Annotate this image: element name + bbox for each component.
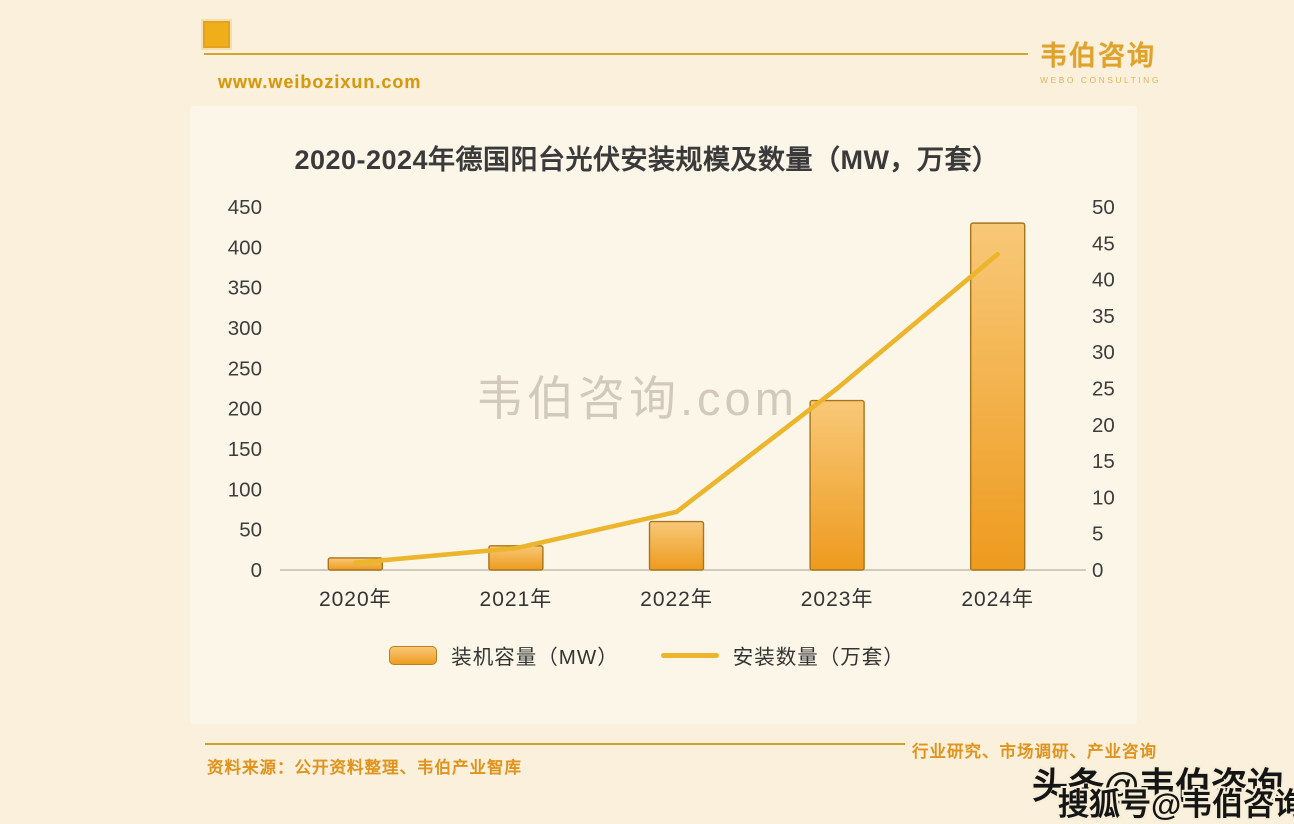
legend-line-label: 安装数量（万套） [732, 646, 905, 669]
website-url: www.weibozixun.com [218, 72, 422, 92]
left-axis-tick: 250 [228, 357, 262, 380]
right-axis-tick: 45 [1092, 232, 1115, 255]
left-axis-tick: 200 [228, 398, 262, 421]
x-axis-label: 2022年 [640, 588, 713, 611]
brand-logo-subtitle: WEBO CONSULTING [1040, 75, 1161, 85]
chart-title: 2020-2024年德国阳台光伏安装规模及数量（MW，万套） [294, 145, 1000, 175]
brand-logo: 韦伯咨询 WEBO CONSULTING [1040, 34, 1161, 85]
right-axis-tick: 5 [1092, 523, 1103, 546]
left-axis-tick: 350 [228, 277, 262, 300]
right-axis-tick: 15 [1092, 450, 1115, 473]
sohu-watermark: 搜狐号@韦伯咨询 [1058, 787, 1294, 822]
x-axis-label: 2020年 [319, 588, 392, 611]
right-axis-tick: 40 [1092, 269, 1115, 292]
right-axis-tick: 30 [1092, 341, 1115, 364]
brand-logo-name: 韦伯咨询 [1040, 41, 1156, 71]
bar-2022年 [648, 520, 705, 571]
x-axis-label: 2021年 [480, 588, 553, 611]
services-note: 行业研究、市场调研、产业咨询 [912, 743, 1157, 761]
toutiao-watermark: 头条@韦伯咨询 [1032, 765, 1284, 806]
left-axis-tick: 50 [239, 519, 262, 542]
right-axis-tick: 25 [1092, 378, 1115, 401]
source-note: 资料来源：公开资料整理、韦伯产业智库 [207, 759, 522, 777]
bar-2024年 [970, 222, 1026, 571]
legend-bar-label: 装机容量（MW） [451, 646, 619, 669]
x-axis-label: 2024年 [961, 588, 1034, 611]
header-divider [204, 53, 1028, 55]
legend-bar-swatch-icon [389, 645, 438, 665]
footer-divider [205, 743, 905, 745]
bar-2021年 [488, 545, 544, 571]
brand-square-icon [203, 21, 230, 48]
right-axis-tick: 35 [1092, 305, 1115, 328]
chart-legend: 装机容量（MW） 安装数量（万套） [0, 640, 1294, 670]
right-axis-tick: 0 [1092, 559, 1103, 582]
left-axis-tick: 400 [228, 236, 262, 259]
right-axis-tick: 10 [1092, 486, 1115, 509]
left-axis-tick: 0 [251, 559, 262, 582]
left-axis-tick: 450 [228, 196, 262, 219]
right-axis-tick: 20 [1092, 414, 1115, 437]
right-axis-tick: 50 [1092, 196, 1115, 219]
legend-line-swatch-icon [660, 652, 719, 658]
left-axis-tick: 300 [228, 317, 262, 340]
left-axis-tick: 100 [228, 478, 262, 501]
line-series [352, 251, 1001, 566]
x-axis-label: 2023年 [801, 588, 874, 611]
bar-2023年 [809, 399, 865, 571]
left-axis-tick: 150 [228, 438, 262, 461]
